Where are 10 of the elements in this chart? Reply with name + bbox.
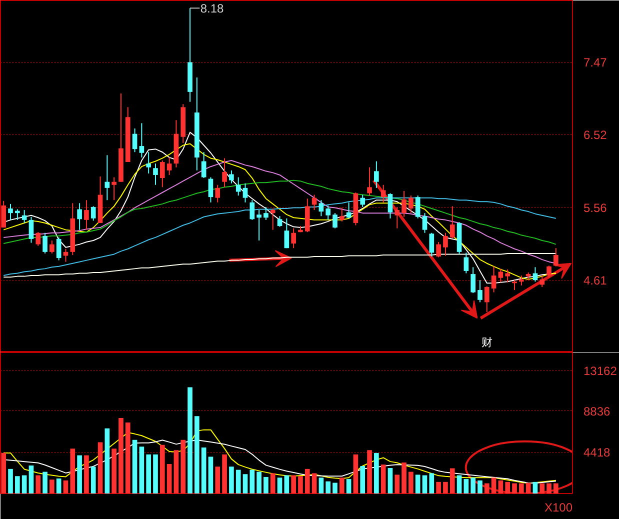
text: X100 [544,500,573,514]
annotation: 财 [481,336,492,349]
y-tick-label: 4.61 [584,274,608,288]
y-tick-label: 7.47 [584,56,608,70]
annotation: 8.18 [200,2,224,16]
y-tick-label: 8836 [584,404,611,418]
y-tick-label: 6.52 [584,128,608,142]
y-tick-label: 13162 [584,364,618,378]
y-tick-label: 5.56 [584,201,608,216]
y-tick-label: 4418 [584,446,611,460]
